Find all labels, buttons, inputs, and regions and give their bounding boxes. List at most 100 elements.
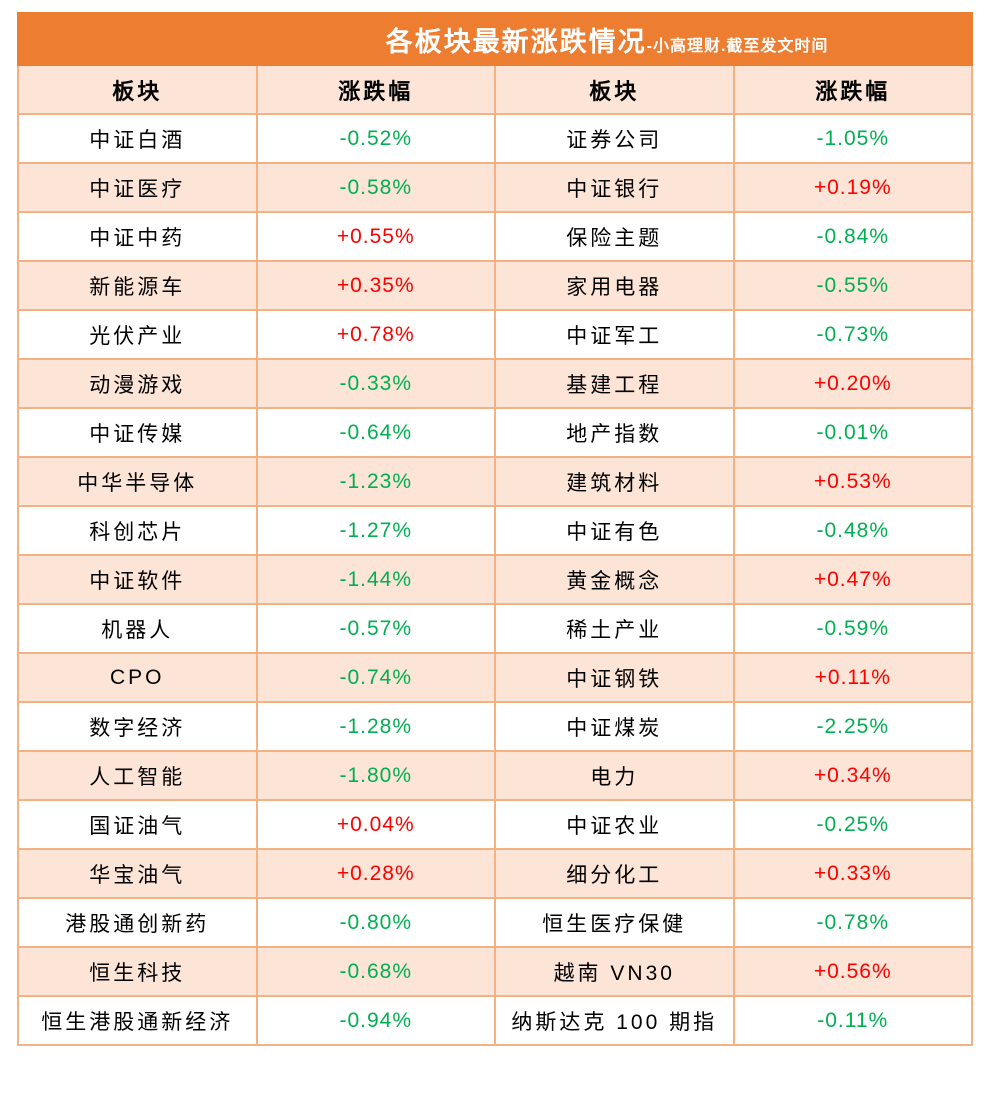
sector-name-cell: 港股通创新药 [17,897,258,948]
sector-name-cell: 中证软件 [17,554,258,605]
sector-name-cell: 中证白酒 [17,113,258,164]
change-value-cell: -0.80% [255,897,496,948]
change-value-cell: +0.11% [732,652,973,703]
change-value-cell: -0.73% [732,309,973,360]
column-header-change-right: 涨跌幅 [732,64,973,115]
sector-name-cell: 黄金概念 [494,554,735,605]
change-value-cell: +0.78% [255,309,496,360]
change-value-cell: -1.05% [732,113,973,164]
sector-name-cell: 人工智能 [17,750,258,801]
change-value-cell: -0.52% [255,113,496,164]
change-value-cell: -1.44% [255,554,496,605]
column-header-sector-left: 板块 [17,64,258,115]
table-row: CPO -0.74% 中证钢铁 +0.11% [17,652,973,703]
column-header-change-left: 涨跌幅 [255,64,496,115]
sector-name-cell: 恒生港股通新经济 [17,995,258,1046]
table-title: 各板块最新涨跌情况 [385,26,647,57]
table-row: 中华半导体 -1.23% 建筑材料 +0.53% [17,456,973,507]
change-value-cell: +0.47% [732,554,973,605]
change-value-cell: -0.48% [732,505,973,556]
sector-name-cell: 保险主题 [494,211,735,262]
change-value-cell: -0.11% [732,995,973,1046]
table-row: 华宝油气 +0.28% 细分化工 +0.33% [17,848,973,899]
table-row: 中证软件 -1.44% 黄金概念 +0.47% [17,554,973,605]
change-value-cell: -1.23% [255,456,496,507]
sector-name-cell: 新能源车 [17,260,258,311]
change-value-cell: -0.55% [732,260,973,311]
column-header-sector-right: 板块 [494,64,735,115]
table-row: 动漫游戏 -0.33% 基建工程 +0.20% [17,358,973,409]
sector-name-cell: CPO [17,652,258,703]
table-subtitle: -小高理财.截至发文时间 [646,37,829,55]
change-value-cell: -0.25% [732,799,973,850]
change-value-cell: -0.59% [732,603,973,654]
sector-name-cell: 光伏产业 [17,309,258,360]
change-value-cell: +0.56% [732,946,973,997]
change-value-cell: +0.53% [732,456,973,507]
change-value-cell: +0.33% [732,848,973,899]
change-value-cell: -2.25% [732,701,973,752]
change-value-cell: -0.57% [255,603,496,654]
sector-name-cell: 细分化工 [494,848,735,899]
table-body: 中证白酒 -0.52% 证券公司 -1.05% 中证医疗 -0.58% 中证银行… [17,113,973,1046]
sector-name-cell: 中证传媒 [17,407,258,458]
change-value-cell: -1.27% [255,505,496,556]
change-value-cell: -0.78% [732,897,973,948]
table-row: 新能源车 +0.35% 家用电器 -0.55% [17,260,973,311]
table-row: 中证医疗 -0.58% 中证银行 +0.19% [17,162,973,213]
sector-name-cell: 恒生医疗保健 [494,897,735,948]
table-row: 中证传媒 -0.64% 地产指数 -0.01% [17,407,973,458]
sector-name-cell: 电力 [494,750,735,801]
sector-name-cell: 纳斯达克 100 期指 [494,995,735,1046]
sector-name-cell: 科创芯片 [17,505,258,556]
change-value-cell: -0.64% [255,407,496,458]
sector-name-cell: 恒生科技 [17,946,258,997]
sector-name-cell: 中华半导体 [17,456,258,507]
table-row: 科创芯片 -1.27% 中证有色 -0.48% [17,505,973,556]
change-value-cell: +0.55% [255,211,496,262]
change-value-cell: -0.01% [732,407,973,458]
sector-name-cell: 国证油气 [17,799,258,850]
change-value-cell: -0.74% [255,652,496,703]
sector-name-cell: 中证军工 [494,309,735,360]
sector-name-cell: 基建工程 [494,358,735,409]
sector-name-cell: 越南 VN30 [494,946,735,997]
column-header-row: 板块 涨跌幅 板块 涨跌幅 [17,64,973,115]
sector-name-cell: 证券公司 [494,113,735,164]
sector-name-cell: 地产指数 [494,407,735,458]
change-value-cell: +0.04% [255,799,496,850]
table-row: 恒生港股通新经济 -0.94% 纳斯达克 100 期指 -0.11% [17,995,973,1046]
sector-name-cell: 稀土产业 [494,603,735,654]
change-value-cell: +0.19% [732,162,973,213]
sector-name-cell: 中证煤炭 [494,701,735,752]
table-row: 港股通创新药 -0.80% 恒生医疗保健 -0.78% [17,897,973,948]
table-row: 机器人 -0.57% 稀土产业 -0.59% [17,603,973,654]
change-value-cell: -1.80% [255,750,496,801]
sector-name-cell: 中证钢铁 [494,652,735,703]
title-bar: 各板块最新涨跌情况-小高理财.截至发文时间 [17,12,973,66]
table-row: 中证中药 +0.55% 保险主题 -0.84% [17,211,973,262]
sector-name-cell: 中证农业 [494,799,735,850]
change-value-cell: +0.20% [732,358,973,409]
sector-name-cell: 华宝油气 [17,848,258,899]
change-value-cell: -1.28% [255,701,496,752]
sector-name-cell: 中证有色 [494,505,735,556]
table-row: 中证白酒 -0.52% 证券公司 -1.05% [17,113,973,164]
table-row: 光伏产业 +0.78% 中证军工 -0.73% [17,309,973,360]
change-value-cell: +0.35% [255,260,496,311]
title-wrap: 各板块最新涨跌情况-小高理财.截至发文时间 [386,20,829,59]
sector-performance-table: 各板块最新涨跌情况-小高理财.截至发文时间 板块 涨跌幅 板块 涨跌幅 中证白酒… [17,12,973,1046]
change-value-cell: -0.33% [255,358,496,409]
change-value-cell: -0.94% [255,995,496,1046]
table-row: 国证油气 +0.04% 中证农业 -0.25% [17,799,973,850]
change-value-cell: -0.58% [255,162,496,213]
sector-name-cell: 中证银行 [494,162,735,213]
sector-name-cell: 动漫游戏 [17,358,258,409]
change-value-cell: -0.84% [732,211,973,262]
change-value-cell: +0.28% [255,848,496,899]
change-value-cell: +0.34% [732,750,973,801]
change-value-cell: -0.68% [255,946,496,997]
table-row: 人工智能 -1.80% 电力 +0.34% [17,750,973,801]
sector-name-cell: 数字经济 [17,701,258,752]
table-row: 恒生科技 -0.68% 越南 VN30 +0.56% [17,946,973,997]
